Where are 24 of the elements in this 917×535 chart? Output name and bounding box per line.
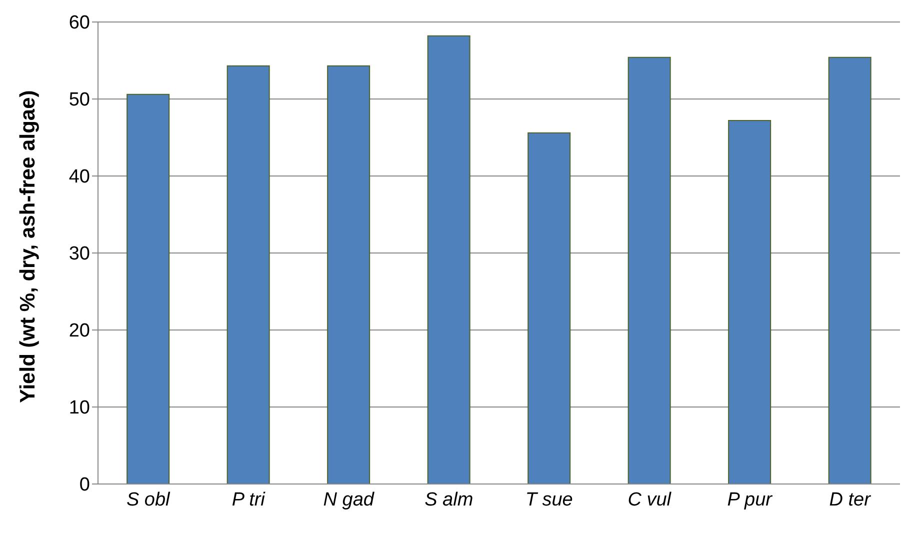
y-tick-label: 0 [79, 474, 90, 496]
bar [828, 56, 872, 484]
bar [327, 65, 370, 484]
y-axis-title: Yield (wt %, dry, ash-free algae) [16, 90, 40, 403]
x-tick-label: P tri [232, 489, 266, 510]
x-tick-label: D ter [829, 489, 872, 510]
bar [427, 35, 470, 484]
bar [628, 56, 671, 484]
bar [728, 120, 772, 484]
y-tick-label: 10 [68, 398, 90, 419]
y-tick-label: 40 [68, 166, 90, 188]
x-tick-label: S alm [424, 489, 474, 510]
bar [126, 94, 170, 484]
y-tick-label: 60 [68, 12, 90, 34]
x-tick-label: C vul [628, 489, 672, 510]
x-tick-label: S obl [126, 489, 171, 510]
y-tick-label: 30 [68, 244, 90, 265]
y-tick-label: 20 [68, 320, 90, 342]
x-tick-label: T sue [525, 489, 573, 510]
y-tick-label: 50 [68, 90, 90, 111]
bar [226, 65, 270, 484]
bar [528, 132, 571, 484]
x-tick-label: N gad [323, 489, 376, 510]
x-tick-label: P pur [727, 489, 773, 510]
